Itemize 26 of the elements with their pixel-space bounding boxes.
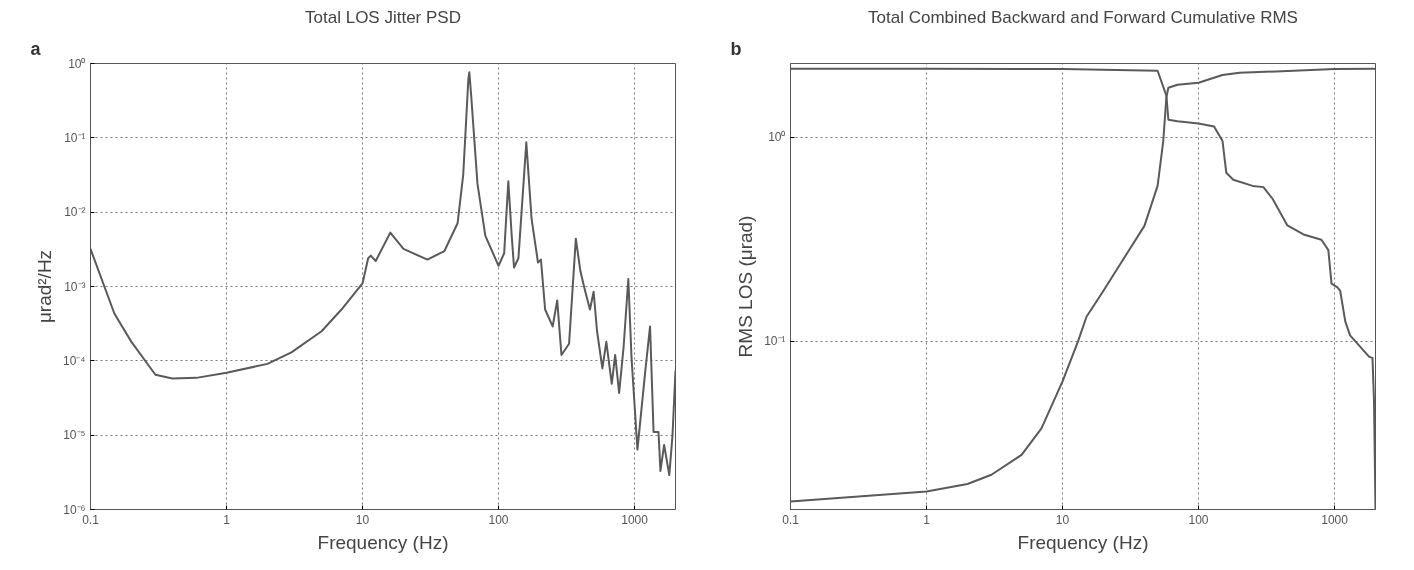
x-tick-label: 100: [1188, 512, 1209, 527]
x-tick-label: 0.1: [82, 512, 100, 527]
x-axis-title: Frequency (Hz): [317, 531, 449, 553]
x-axis-title: Frequency (Hz): [1017, 531, 1149, 553]
y-tick-label: 10⁻³: [64, 279, 86, 294]
y-axis-title: RMS LOS (μrad): [735, 215, 757, 358]
x-tick-label: 1: [223, 512, 231, 527]
chart-title: Total LOS Jitter PSD: [305, 7, 461, 27]
y-tick-label: 10⁻¹: [764, 334, 786, 349]
y-tick-label: 10⁰: [68, 56, 86, 71]
text: b: [730, 38, 742, 59]
y-tick-label: 10⁻⁵: [63, 428, 86, 443]
x-tick-label: 100: [488, 512, 509, 527]
x-tick-label: 10: [355, 512, 370, 527]
x-tick-label: 1000: [621, 512, 649, 527]
chart-title: Total Combined Backward and Forward Cumulative RMS: [868, 7, 1298, 27]
y-tick-label: 10⁻¹: [64, 130, 86, 145]
x-tick-label: 0.1: [782, 512, 800, 527]
y-tick-label: 10⁻²: [64, 205, 86, 220]
y-tick-label: 10⁻⁴: [63, 353, 86, 368]
text: a: [30, 38, 42, 59]
y-axis-title: μrad²/Hz: [34, 249, 55, 324]
x-tick-label: 1: [923, 512, 931, 527]
x-tick-label: 10: [1055, 512, 1070, 527]
y-tick-label: 10⁰: [768, 130, 786, 145]
x-tick-label: 1000: [1321, 512, 1349, 527]
